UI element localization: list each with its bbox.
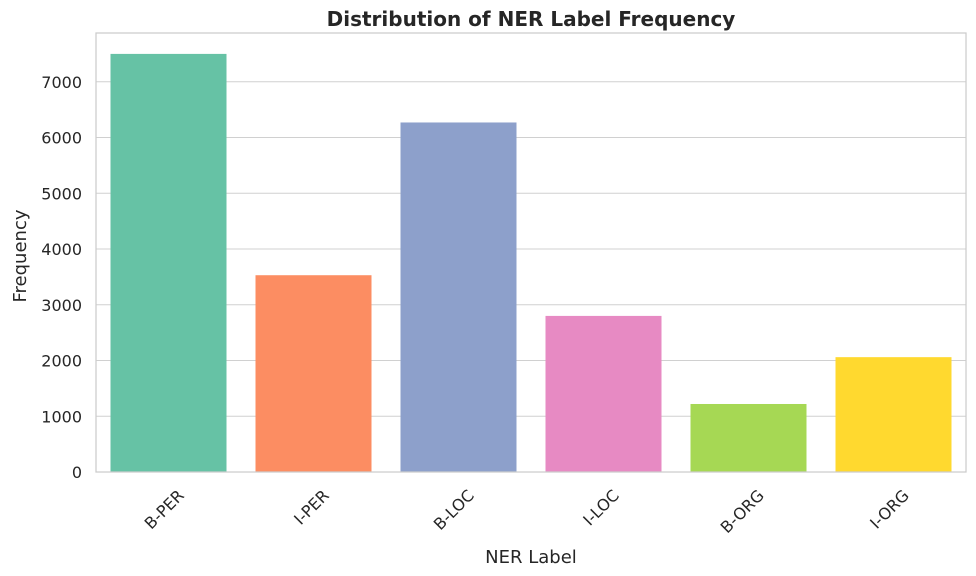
y-tick-label: 6000 [41, 129, 82, 148]
x-tick-label: B-ORG [717, 486, 768, 537]
bar-b-loc [400, 122, 517, 472]
bars [110, 53, 952, 473]
bar-b-per [110, 53, 227, 473]
plot-frame [95, 32, 967, 473]
y-tick-label: 5000 [41, 184, 82, 203]
grid-lines [96, 81, 966, 473]
y-tick-label: 0 [72, 463, 82, 482]
x-axis-label: NER Label [485, 547, 577, 568]
y-axis-label: Frequency [10, 209, 31, 302]
y-tick-label: 3000 [41, 296, 82, 315]
x-tick-label: B-LOC [430, 486, 478, 534]
chart-title: Distribution of NER Label Frequency [327, 7, 736, 31]
bar-b-org [690, 403, 807, 472]
y-tick-labels: 0 1000 2000 3000 4000 5000 6000 7000 [41, 73, 82, 482]
bar-i-per [255, 275, 372, 472]
x-tick-label: B-PER [141, 486, 188, 533]
y-tick-label: 2000 [41, 352, 82, 371]
bar-i-loc [545, 315, 662, 472]
y-tick-label: 7000 [41, 73, 82, 92]
x-tick-label: I-ORG [866, 486, 913, 533]
bar-i-org [835, 357, 952, 472]
x-tick-labels: B-PER I-PER B-LOC I-LOC B-ORG I-ORG [141, 486, 913, 537]
y-tick-label: 1000 [41, 407, 82, 426]
x-tick-label: I-LOC [579, 486, 623, 530]
y-tick-label: 4000 [41, 240, 82, 259]
x-tick-label: I-PER [290, 486, 333, 529]
